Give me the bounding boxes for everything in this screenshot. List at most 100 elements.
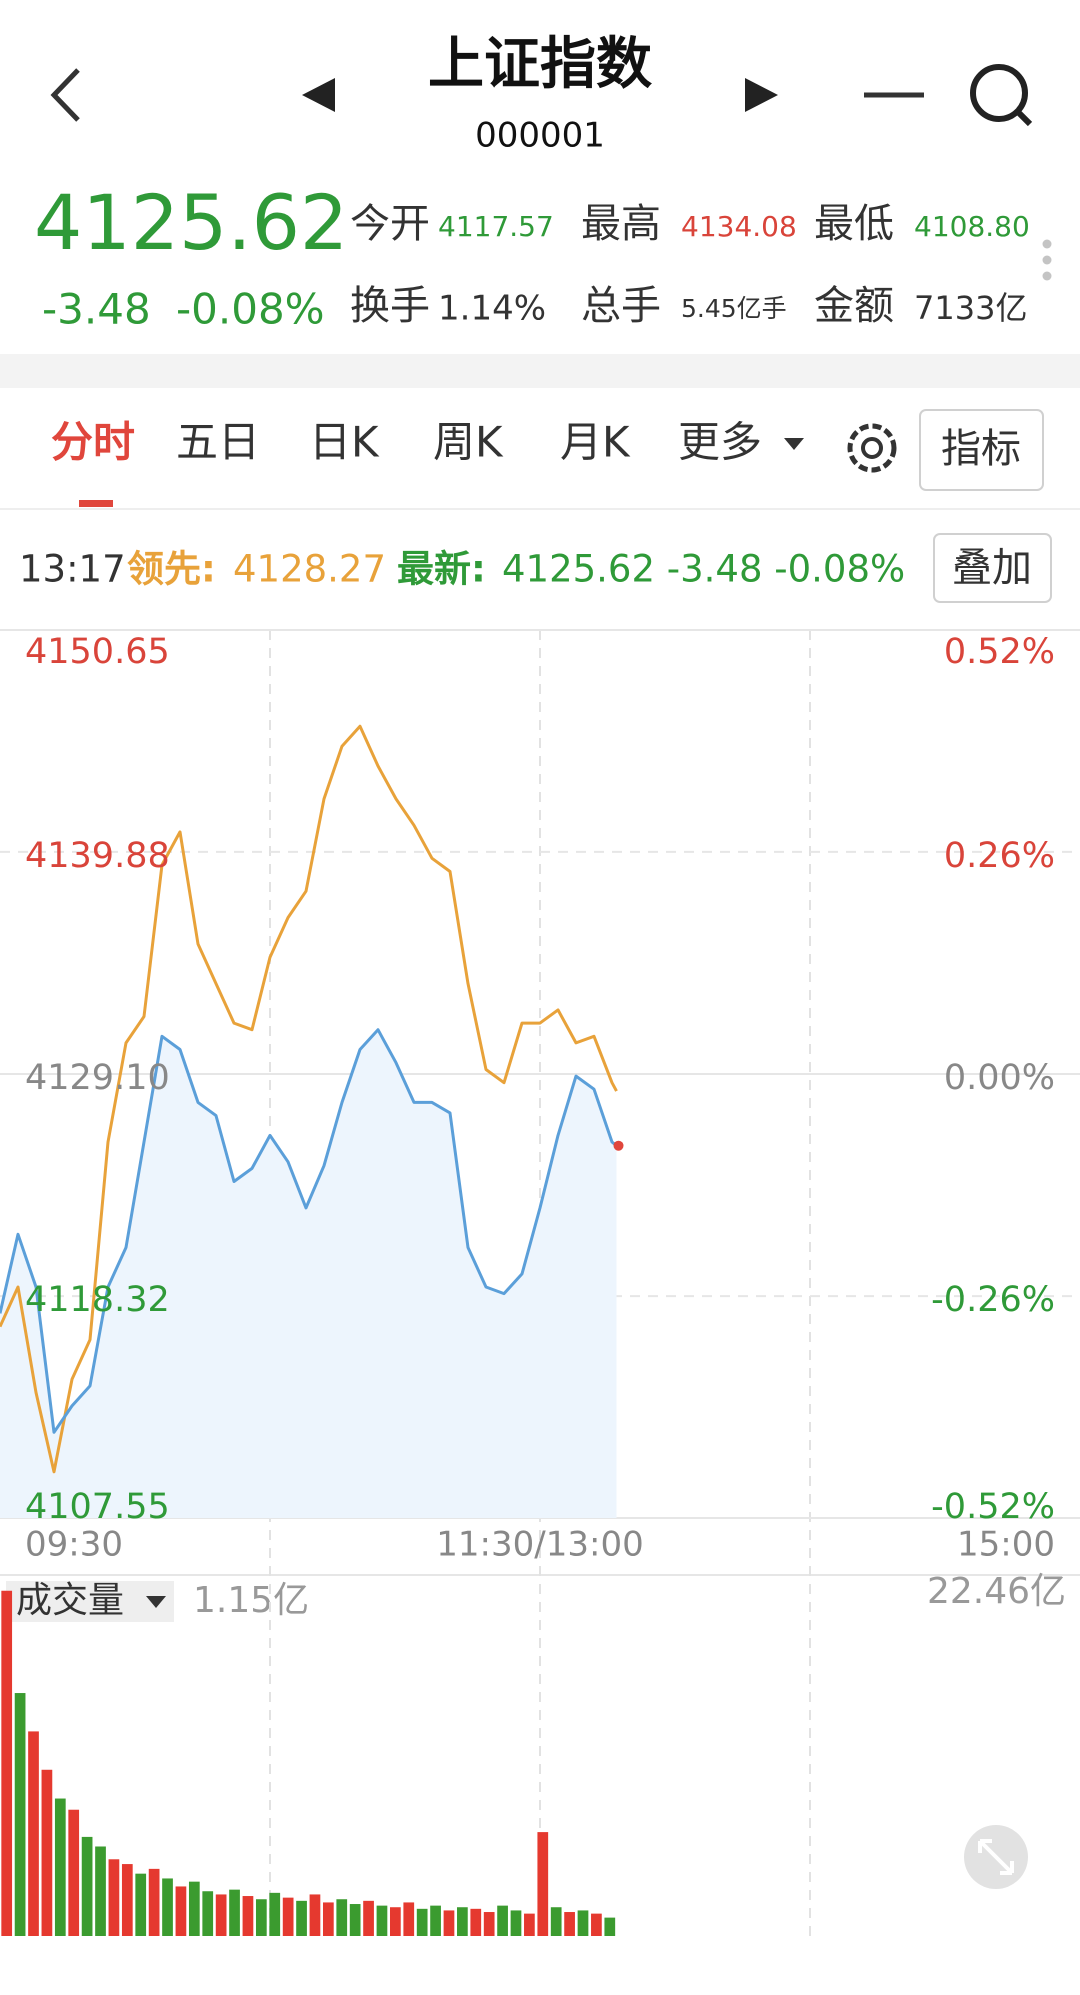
- volume-bar: [497, 1905, 508, 1936]
- dropdown-arrow: [784, 438, 804, 450]
- x-tick-label: 09:30: [25, 1525, 123, 1565]
- volume-bar: [282, 1897, 294, 1936]
- stat-label: 最低: [814, 201, 894, 247]
- x-tick-label: 11:30/13:00: [436, 1525, 643, 1565]
- y-tick-label: 4150.65: [25, 632, 170, 672]
- volume-bar: [443, 1910, 455, 1936]
- volume-bar: [403, 1902, 415, 1936]
- stat-value: 4134.08: [681, 210, 797, 243]
- y2-tick-label: 0.00%: [944, 1058, 1055, 1098]
- lead-label: 领先:: [127, 548, 216, 591]
- latest-value: 4125.62 -3.48 -0.08%: [502, 548, 905, 591]
- y2-tick-label: -0.26%: [931, 1280, 1055, 1320]
- volume-bar: [28, 1731, 39, 1936]
- indicator-button[interactable]: [919, 409, 1044, 491]
- volume-bar: [14, 1693, 26, 1936]
- tab[interactable]: 五日: [176, 418, 260, 467]
- volume-bar: [510, 1910, 522, 1936]
- tab-underline: [79, 500, 113, 507]
- indicator-label: 指标: [941, 426, 1021, 472]
- volume-bar: [524, 1913, 535, 1936]
- dropdown-arrow: [146, 1596, 166, 1608]
- volume-bar: [108, 1859, 120, 1936]
- volume-bar: [296, 1900, 307, 1936]
- stat-label: 今开: [350, 201, 430, 247]
- expand-button[interactable]: [964, 1825, 1028, 1889]
- code: 000001: [475, 116, 605, 156]
- more-dots[interactable]: [1042, 239, 1052, 281]
- volume-bar: [135, 1873, 147, 1936]
- tab[interactable]: 更多: [678, 418, 762, 467]
- volume-bar: [430, 1905, 441, 1936]
- volume-bar: [537, 1832, 549, 1936]
- volume-bar: [416, 1908, 428, 1936]
- volume-bar: [202, 1891, 214, 1936]
- change-pct: -0.08%: [176, 285, 325, 334]
- latest-label: 最新:: [397, 548, 486, 591]
- volume-bar: [229, 1889, 240, 1936]
- title: 上证指数: [428, 32, 652, 97]
- stat-label: 换手: [350, 283, 430, 329]
- overlay-button[interactable]: [933, 533, 1052, 603]
- volume-bar: [269, 1892, 281, 1936]
- area: [0, 1029, 617, 1518]
- volume-bar: [470, 1908, 482, 1936]
- tab[interactable]: 周K: [433, 418, 504, 467]
- stat-label: 总手: [581, 283, 661, 329]
- x-tick-label: 15:00: [957, 1525, 1055, 1565]
- volume-bar: [1, 1590, 13, 1936]
- tab[interactable]: 日K: [309, 418, 380, 467]
- volume-bar: [349, 1904, 361, 1936]
- volume-bar: [591, 1913, 602, 1936]
- volume-title: 成交量: [16, 1580, 124, 1621]
- stat-value: 5.45亿手: [681, 294, 787, 323]
- volume-bar: [148, 1868, 160, 1936]
- volume-selector[interactable]: [6, 1581, 174, 1622]
- change: -3.48: [42, 285, 151, 334]
- y2-tick-label: 0.26%: [944, 836, 1055, 876]
- volume-bar: [81, 1836, 93, 1936]
- search-button[interactable]: [970, 64, 1033, 127]
- info-time: 13:17: [19, 548, 126, 591]
- y-tick-label: 4129.10: [25, 1058, 170, 1098]
- volume-bar: [376, 1905, 388, 1936]
- volume-bar: [577, 1910, 589, 1936]
- line: [0, 1028, 618, 1434]
- stat-value: 7133亿: [914, 289, 1027, 327]
- tab[interactable]: 分时: [51, 418, 135, 467]
- volume-bar: [564, 1912, 575, 1936]
- volume-bar: [390, 1907, 401, 1936]
- volume-bar: [242, 1896, 254, 1936]
- tab[interactable]: 月K: [560, 418, 631, 467]
- y-tick-label: 4118.32: [25, 1280, 170, 1320]
- lead-value: 4128.27: [233, 548, 386, 591]
- y-tick-label: 4107.55: [25, 1487, 170, 1527]
- line: [0, 724, 618, 1474]
- volume-bar: [483, 1912, 495, 1936]
- prev-button[interactable]: [302, 78, 335, 112]
- volume-bar: [188, 1881, 200, 1936]
- next-button[interactable]: [745, 78, 778, 112]
- volume-bar: [309, 1894, 321, 1936]
- stat-label: 最高: [581, 201, 661, 247]
- settings-button[interactable]: [847, 423, 897, 473]
- volume-bar: [457, 1907, 468, 1936]
- stat-label: 金额: [814, 283, 894, 329]
- separator-band: [0, 354, 1080, 388]
- volume-bar: [162, 1878, 173, 1936]
- y-tick-label: 4139.88: [25, 836, 170, 876]
- volume-bar: [121, 1864, 133, 1936]
- volume-bar: [550, 1907, 562, 1936]
- volume-bar: [41, 1769, 53, 1936]
- stat-value: 4117.57: [438, 210, 554, 243]
- volume-max-label: 22.46亿: [927, 1571, 1066, 1612]
- overlay-label: 叠加: [952, 545, 1032, 591]
- stat-value: 1.14%: [438, 289, 546, 329]
- volume-bar: [95, 1846, 106, 1936]
- volume-bar: [336, 1899, 348, 1936]
- volume-bar: [54, 1798, 66, 1936]
- price: 4125.62: [34, 178, 348, 267]
- back-button[interactable]: [50, 68, 80, 122]
- volume-bar: [255, 1899, 267, 1936]
- y2-tick-label: -0.52%: [931, 1487, 1055, 1527]
